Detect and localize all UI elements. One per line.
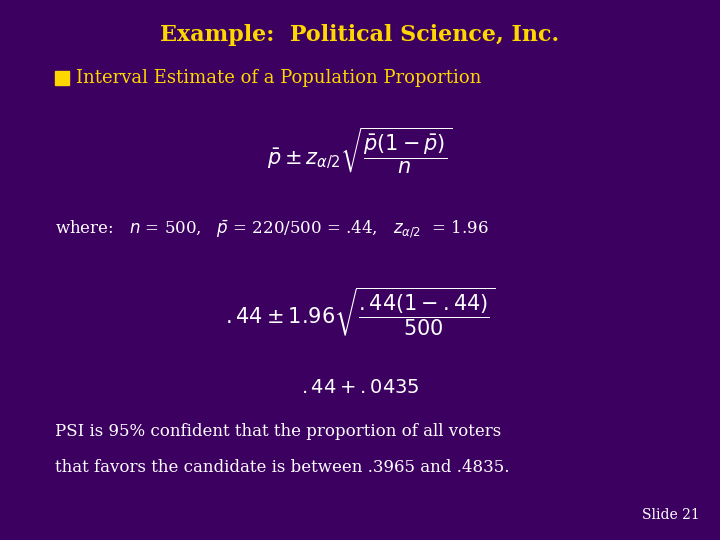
Text: PSI is 95% confident that the proportion of all voters: PSI is 95% confident that the proportion…	[55, 423, 501, 441]
Text: Interval Estimate of a Population Proportion: Interval Estimate of a Population Propor…	[76, 69, 482, 87]
Text: $\bar{p} \pm z_{\alpha/2} \sqrt{\dfrac{\bar{p}(1-\bar{p})}{n}}$: $\bar{p} \pm z_{\alpha/2} \sqrt{\dfrac{\…	[267, 125, 453, 175]
Text: where:   $n$ = 500,   $\bar{p}$ = 220/500 = .44,   $z_{\alpha/2}$  = 1.96: where: $n$ = 500, $\bar{p}$ = 220/500 = …	[55, 219, 489, 241]
Bar	[55, 71, 69, 85]
Text: that favors the candidate is between .3965 and .4835.: that favors the candidate is between .39…	[55, 460, 510, 476]
Text: Slide 21: Slide 21	[642, 508, 700, 522]
Text: $.44 + .0435$: $.44 + .0435$	[301, 379, 419, 397]
Text: Example:  Political Science, Inc.: Example: Political Science, Inc.	[161, 24, 559, 46]
Text: $.44 \pm 1.96\sqrt{\dfrac{.44(1-.44)}{500}}$: $.44 \pm 1.96\sqrt{\dfrac{.44(1-.44)}{50…	[225, 286, 495, 338]
